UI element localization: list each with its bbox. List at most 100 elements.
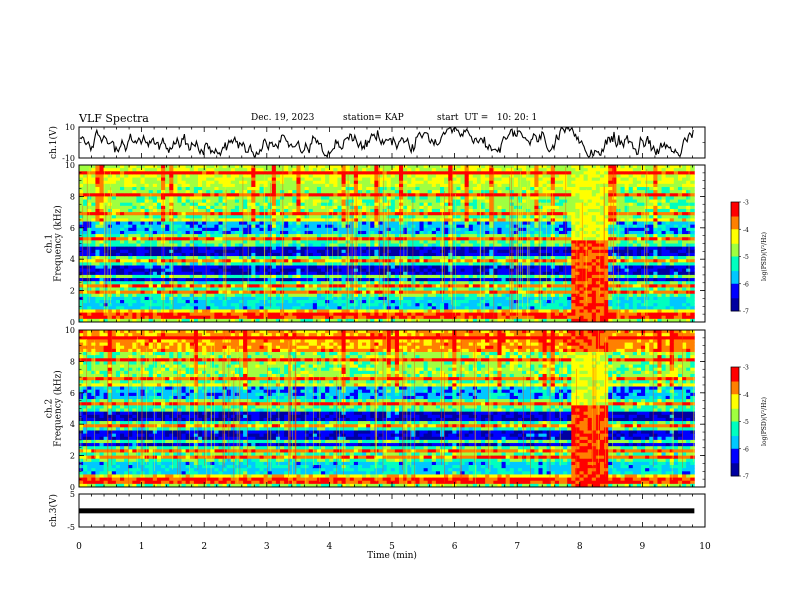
ch1-spec-cell bbox=[325, 309, 330, 313]
ch1-spec-cell bbox=[115, 315, 121, 320]
ch1-spec-cell bbox=[243, 174, 248, 178]
ch1-spec-cell bbox=[193, 318, 199, 323]
ch1-spec-cell bbox=[177, 284, 182, 288]
ch1-spec-cell bbox=[435, 221, 441, 226]
ch1-spec-cell bbox=[234, 268, 240, 273]
ch1-spec-cell bbox=[435, 256, 441, 260]
ch1-spec-cell bbox=[115, 240, 121, 244]
ch1-spec-cell bbox=[243, 224, 248, 229]
ch1-spec-cell bbox=[214, 296, 219, 301]
ch1-spec-cell bbox=[431, 246, 437, 251]
ch1-spec-cell bbox=[407, 300, 412, 304]
ch1-spec-cell bbox=[284, 281, 289, 285]
ch1-spec-cell bbox=[222, 293, 228, 298]
ch1-spec-cell bbox=[366, 252, 371, 257]
ch1-spec-cell bbox=[325, 180, 330, 185]
ch1-spec-cell bbox=[111, 259, 117, 263]
ch1-spec-cell bbox=[185, 224, 191, 229]
ch1-spec-cell bbox=[218, 237, 223, 241]
ch1-spec-cell bbox=[316, 318, 322, 323]
ch1-spec-cell bbox=[161, 180, 166, 185]
ch1-spec-cell bbox=[132, 165, 137, 169]
ch1-spec-cell bbox=[243, 309, 248, 313]
ch1-spec-cell bbox=[173, 190, 178, 194]
ch1-spec-cell bbox=[411, 230, 416, 235]
ch1-spec-cell bbox=[144, 274, 150, 279]
ch1-spec-cell bbox=[107, 284, 113, 288]
ch1-spec-cell bbox=[431, 303, 437, 307]
ch1-spec-cell bbox=[275, 318, 281, 323]
ch1-spec-cell bbox=[132, 287, 137, 291]
ch1-spec-cell bbox=[206, 224, 211, 229]
ch1-spec-cell bbox=[349, 252, 355, 257]
ch1-spec-cell bbox=[263, 212, 269, 216]
ch1-spec-cell bbox=[214, 315, 219, 320]
ch1-spec-cell bbox=[128, 256, 133, 260]
ch1-spec-cell bbox=[206, 281, 211, 285]
ch1-spec-cell bbox=[124, 234, 129, 238]
ch1-spec-cell bbox=[234, 205, 240, 210]
ch1-spec-cell bbox=[452, 300, 457, 304]
ch1-spec-cell bbox=[440, 199, 445, 204]
ch1-spec-cell bbox=[243, 202, 248, 207]
ch1-spec-cell bbox=[189, 249, 195, 254]
ch1-spec-cell bbox=[91, 262, 96, 266]
ch1-spec-cell bbox=[468, 262, 474, 266]
ch1-spec-cell bbox=[394, 193, 400, 197]
ch1-spec-cell bbox=[472, 174, 478, 178]
ch1-spec-cell bbox=[444, 312, 449, 317]
ch1-spec-cell bbox=[390, 186, 396, 191]
ch1-spec-cell bbox=[173, 284, 178, 288]
ch1-spec-cell bbox=[337, 265, 342, 270]
ch1-spec-cell bbox=[374, 186, 379, 191]
ch1-spec-cell bbox=[337, 243, 342, 248]
ch1-spec-cell bbox=[251, 237, 256, 241]
ch1-spec-cell bbox=[91, 186, 96, 191]
ch1-spec-cell bbox=[444, 227, 449, 232]
ch1-spec-cell bbox=[247, 271, 252, 276]
ch1-spec-cell bbox=[230, 265, 236, 270]
ch1-spec-cell bbox=[415, 240, 420, 244]
ch1-spec-cell bbox=[230, 221, 236, 226]
ch1-spec-cell bbox=[210, 205, 215, 210]
ch1-spec-cell bbox=[230, 224, 236, 229]
ch1-spec-cell bbox=[128, 243, 133, 248]
ch1-spec-cell bbox=[312, 296, 318, 301]
ch1-spec-cell bbox=[247, 240, 252, 244]
ch1-spec-cell bbox=[120, 218, 125, 222]
ch1-spec-cell bbox=[374, 306, 379, 310]
ch1-spec-cell bbox=[177, 249, 182, 254]
ch1-spec-cell bbox=[181, 227, 187, 232]
ch1-spec-cell bbox=[288, 234, 293, 238]
ch1-spec-cell bbox=[394, 199, 400, 204]
ch1-spec-cell bbox=[173, 256, 178, 260]
ch1-spec-cell bbox=[390, 290, 396, 295]
ch1-spec-cell bbox=[431, 256, 437, 260]
ch1-spec-cell bbox=[292, 183, 297, 188]
ch1-spec-cell bbox=[464, 274, 470, 279]
ch1-spec-cell bbox=[234, 234, 240, 238]
ch1-spec-cell bbox=[407, 196, 412, 200]
ch1-spec-cell bbox=[128, 221, 133, 226]
ch1-spec-cell bbox=[415, 315, 420, 320]
ch1-spec-cell bbox=[407, 215, 412, 219]
ch1-spec-cell bbox=[222, 303, 228, 307]
ch1-spec-cell bbox=[292, 186, 297, 191]
ch1-spec-cell bbox=[280, 180, 285, 185]
ch1-spec-cell bbox=[91, 265, 96, 270]
ch1-spec-cell bbox=[255, 174, 260, 178]
ch1-spec-cell bbox=[251, 271, 256, 276]
ch1-spec-cell bbox=[132, 227, 137, 232]
ch1-spec-cell bbox=[382, 227, 388, 232]
ch1-spec-cell bbox=[398, 218, 404, 222]
ch1-spec-cell bbox=[214, 274, 219, 279]
ch1-spec-cell bbox=[173, 193, 178, 197]
ch1-spec-cell bbox=[427, 243, 433, 248]
ch1-spec-cell bbox=[107, 186, 113, 191]
ch1-spec-cell bbox=[83, 303, 88, 307]
ch1-spec-cell bbox=[234, 218, 240, 222]
ch1-spec-cell bbox=[173, 293, 178, 298]
ch1-spec-cell bbox=[193, 168, 199, 172]
ch1-spec-cell bbox=[288, 271, 293, 276]
ch1-spec-cell bbox=[267, 318, 273, 323]
